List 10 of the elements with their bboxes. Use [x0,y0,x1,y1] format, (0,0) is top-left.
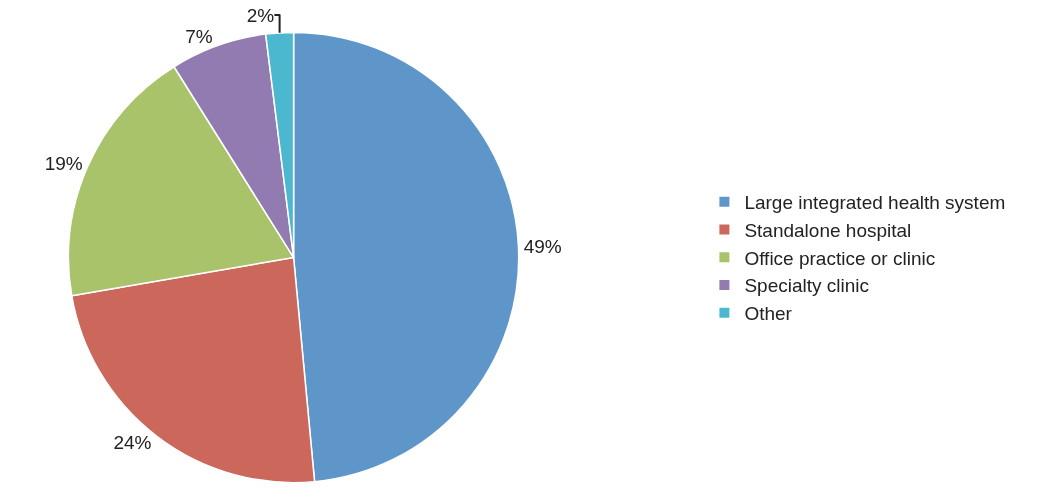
legend-label: Office practice or clinic [744,247,936,269]
data-label: 2% [246,4,275,26]
data-label: 19% [44,153,83,175]
data-label: 24% [113,432,152,454]
data-label: 49% [523,236,562,258]
legend-label: Large integrated health system [744,192,1006,214]
legend-label: Other [744,303,793,325]
legend-label: Specialty clinic [744,275,870,297]
legend-label: Standalone hospital [744,219,912,241]
data-label: 7% [185,25,213,47]
